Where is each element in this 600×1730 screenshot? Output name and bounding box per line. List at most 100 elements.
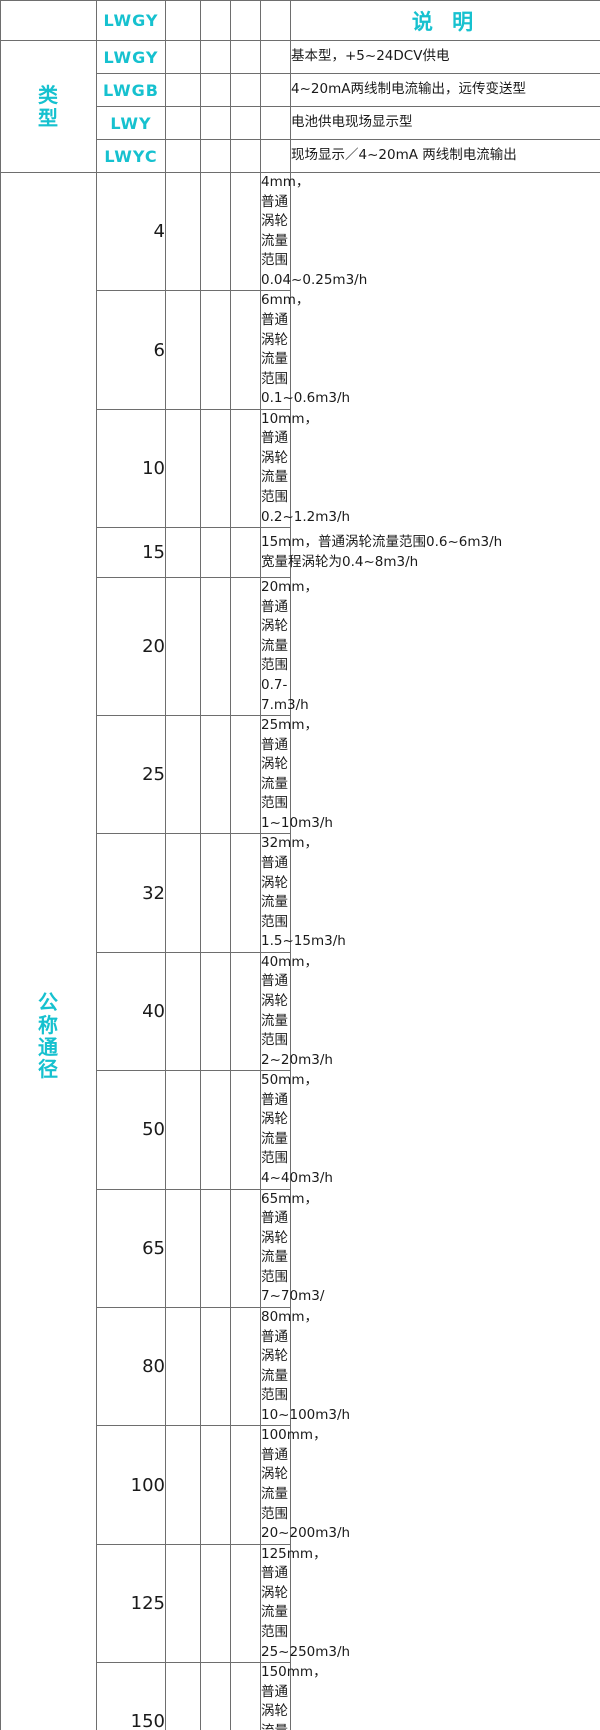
code-cell: LWYC	[97, 140, 166, 173]
code-cell: 10	[97, 409, 166, 527]
header-blank-col5	[231, 1, 261, 41]
section-label-nominal-diameter: 公 称 通 径	[1, 173, 97, 1730]
description-cell: 4~20mA两线制电流输出，远传变送型	[291, 74, 600, 107]
blank-col6	[231, 834, 261, 952]
code-cell: 32	[97, 834, 166, 952]
code-cell: LWGY	[97, 41, 166, 74]
blank-col4	[201, 140, 231, 173]
blank-col4	[166, 1663, 201, 1730]
code-cell: 20	[97, 578, 166, 716]
description-cell: 现场显示／4~20mA 两线制电流输出	[291, 140, 600, 173]
code-cell: LWGB	[97, 74, 166, 107]
blank-col5	[231, 140, 261, 173]
blank-col4	[166, 1189, 201, 1307]
blank-col6	[231, 1426, 261, 1544]
code-cell: 150	[97, 1663, 166, 1730]
code-cell: 80	[97, 1307, 166, 1425]
description-cell: 15mm，普通涡轮流量范围0.6~6m3/h 宽量程涡轮为0.4~8m3/h	[261, 528, 291, 578]
header-blank-col4	[201, 1, 231, 41]
blank-col5	[201, 409, 231, 527]
blank-col4	[201, 107, 231, 140]
blank-col6	[231, 291, 261, 409]
blank-col6	[231, 1663, 261, 1730]
blank-col6	[231, 1307, 261, 1425]
blank-col6	[231, 1071, 261, 1189]
blank-col6	[231, 409, 261, 527]
blank-col4	[166, 952, 201, 1070]
blank-col6	[261, 41, 291, 74]
blank-col5	[201, 1426, 231, 1544]
table-row: 公 称 通 径 4 4mm，普通涡轮流量范围0.04~0.25m3/h	[1, 173, 600, 291]
blank-col6	[231, 1189, 261, 1307]
section-label-type: 类 型	[1, 41, 97, 173]
blank-col6	[261, 74, 291, 107]
table-row: 类 型 LWGY 基本型，+5~24DCV供电	[1, 41, 600, 74]
blank-col6	[231, 528, 261, 578]
blank-col6	[231, 173, 261, 291]
description-cell: 50mm，普通涡轮流量范围4~40m3/h	[261, 1071, 291, 1189]
blank-col6	[261, 107, 291, 140]
code-cell: 50	[97, 1071, 166, 1189]
description-cell: 40mm，普通涡轮流量范围2~20m3/h	[261, 952, 291, 1070]
blank-col5	[201, 528, 231, 578]
blank-col5	[201, 1544, 231, 1662]
code-cell: 4	[97, 173, 166, 291]
description-cell: 电池供电现场显示型	[291, 107, 600, 140]
blank-col4	[166, 716, 201, 834]
blank-col6	[261, 140, 291, 173]
blank-col4	[166, 1307, 201, 1425]
blank-col4	[166, 1544, 201, 1662]
blank-col5	[201, 952, 231, 1070]
description-cell: 150mm，普通涡轮流量范围30~300m3/h	[261, 1663, 291, 1730]
code-cell: 40	[97, 952, 166, 1070]
description-cell: 基本型，+5~24DCV供电	[291, 41, 600, 74]
header-model-code: LWGY	[97, 1, 166, 41]
blank-col5	[201, 716, 231, 834]
blank-col5	[201, 1307, 231, 1425]
blank-col6	[231, 1544, 261, 1662]
blank-col5	[201, 834, 231, 952]
blank-col6	[231, 716, 261, 834]
blank-col4	[166, 173, 201, 291]
description-cell: 125mm，普通涡轮流量范围25~250m3/h	[261, 1544, 291, 1662]
description-cell: 20mm，普通涡轮流量范围0.7-7.m3/h	[261, 578, 291, 716]
blank-col5	[201, 578, 231, 716]
blank-col4	[166, 578, 201, 716]
description-cell: 25mm，普通涡轮流量范围1~10m3/h	[261, 716, 291, 834]
blank-col5	[201, 173, 231, 291]
code-cell: 125	[97, 1544, 166, 1662]
code-cell: 65	[97, 1189, 166, 1307]
blank-col5	[231, 107, 261, 140]
blank-col3	[166, 107, 201, 140]
description-cell: 80mm，普通涡轮流量范围10~100m3/h	[261, 1307, 291, 1425]
blank-col4	[201, 41, 231, 74]
blank-col5	[231, 74, 261, 107]
blank-col5	[201, 291, 231, 409]
blank-col4	[166, 528, 201, 578]
blank-col3	[166, 140, 201, 173]
header-blank-col6	[261, 1, 291, 41]
blank-col4	[166, 1426, 201, 1544]
blank-col5	[201, 1663, 231, 1730]
header-description: 说 明	[291, 1, 600, 41]
description-cell: 100mm，普通涡轮流量范围20~200m3/h	[261, 1426, 291, 1544]
blank-col4	[166, 291, 201, 409]
header-blank-col1	[1, 1, 97, 41]
blank-col4	[201, 74, 231, 107]
description-cell: 32mm，普通涡轮流量范围1.5~15m3/h	[261, 834, 291, 952]
blank-col6	[231, 578, 261, 716]
blank-col6	[231, 952, 261, 1070]
blank-col5	[201, 1071, 231, 1189]
description-cell: 65mm，普通涡轮流量范围7~70m3/	[261, 1189, 291, 1307]
blank-col5	[201, 1189, 231, 1307]
blank-col3	[166, 41, 201, 74]
blank-col4	[166, 409, 201, 527]
blank-col3	[166, 74, 201, 107]
description-cell: 4mm，普通涡轮流量范围0.04~0.25m3/h	[261, 173, 291, 291]
description-cell: 10mm，普通涡轮流量范围0.2~1.2m3/h	[261, 409, 291, 527]
code-cell: 6	[97, 291, 166, 409]
description-cell: 6mm，普通涡轮流量范围0.1~0.6m3/h	[261, 291, 291, 409]
blank-col5	[231, 41, 261, 74]
blank-col4	[166, 834, 201, 952]
